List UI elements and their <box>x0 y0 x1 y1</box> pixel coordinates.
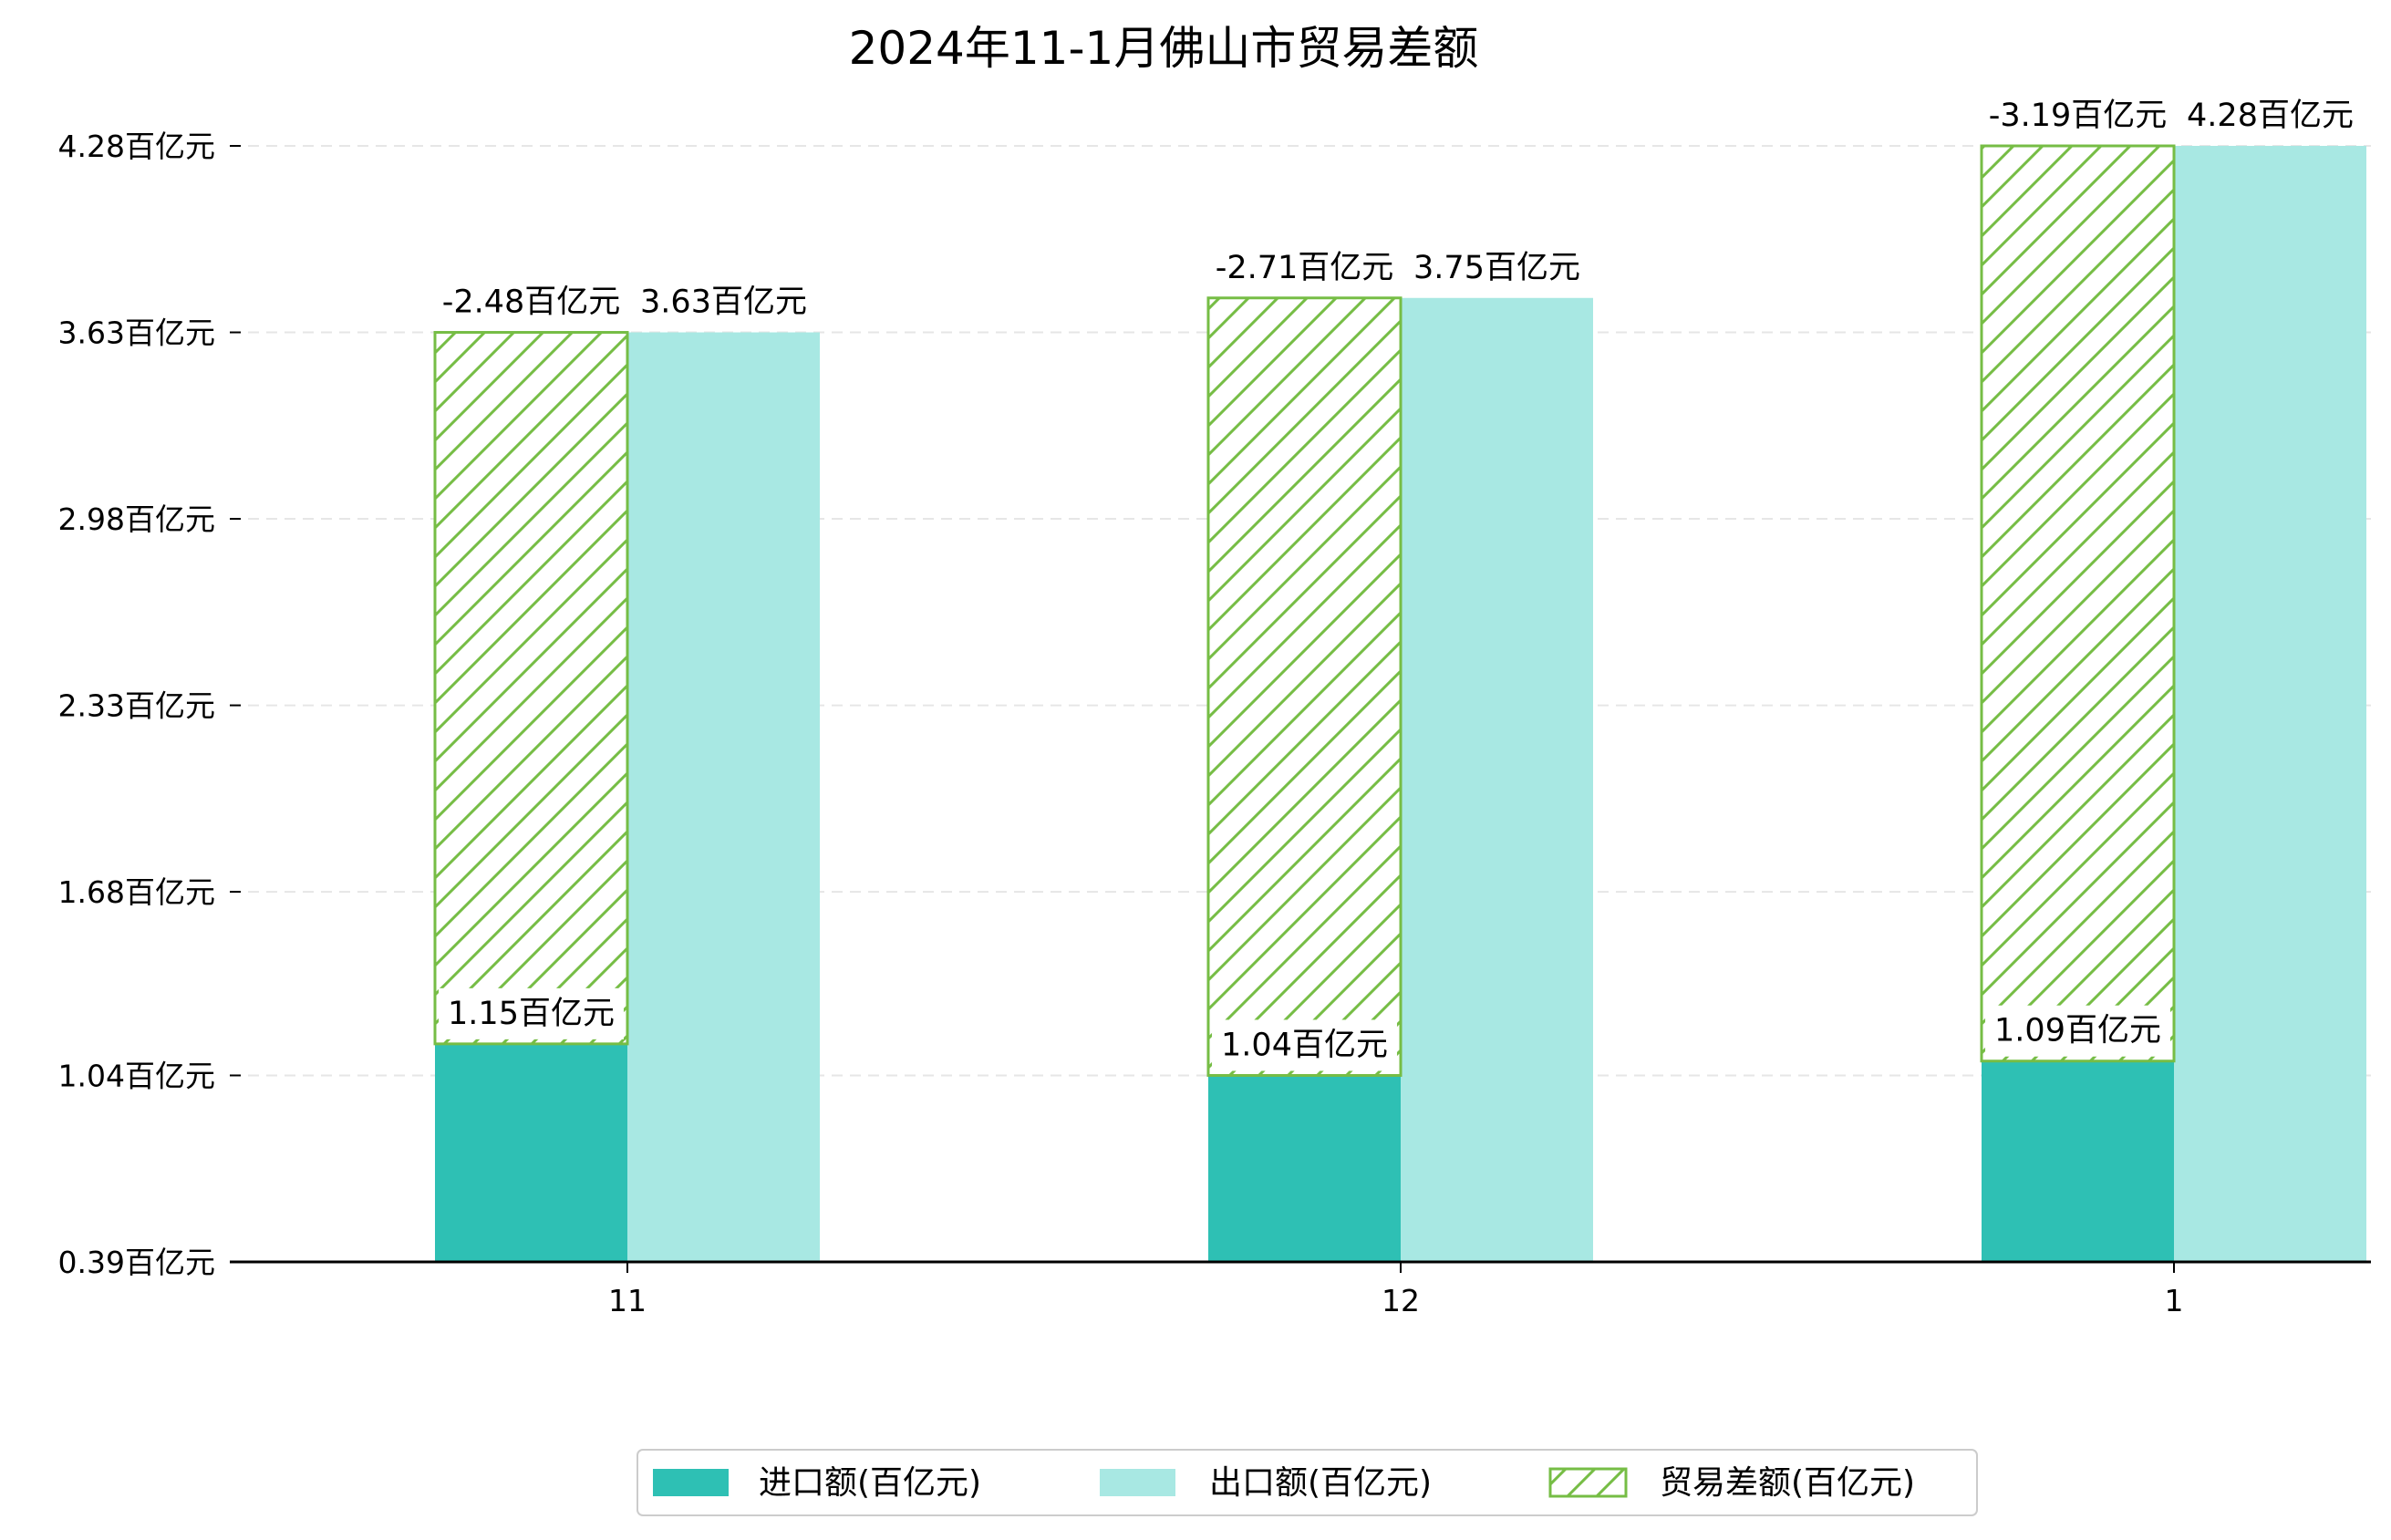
import-data-label: 1.04百亿元 <box>1221 1027 1388 1063</box>
x-tick-label: 12 <box>1382 1283 1420 1318</box>
import-bar <box>1208 1075 1401 1262</box>
y-tick-label: 4.28百亿元 <box>58 129 215 164</box>
y-tick-label: 3.63百亿元 <box>58 315 215 351</box>
import-bar <box>1982 1060 2174 1262</box>
legend-swatch <box>653 1469 729 1496</box>
y-tick-label: 2.33百亿元 <box>58 688 215 724</box>
balance-data-label: -2.48百亿元 <box>442 284 621 321</box>
balance-data-label-box <box>1206 242 1403 294</box>
import-data-label-box <box>439 987 624 1039</box>
import-bar <box>435 1043 627 1262</box>
balance-data-label-box <box>1979 90 2177 141</box>
chart-title: 2024年11-1月佛山市贸易差额 <box>849 22 1479 75</box>
import-data-label-box <box>1212 1019 1397 1071</box>
y-tick-label: 2.98百亿元 <box>58 501 215 537</box>
balance-data-label-box <box>432 276 630 328</box>
legend: 进口额(百亿元) 出口额(百亿元) 贸易差额(百亿元) <box>637 1449 1978 1516</box>
export-data-label: 3.75百亿元 <box>1413 250 1580 286</box>
y-axis: 0.39百亿元 1.04百亿元 1.68百亿元 2.33百亿元 2.98百亿元 3.63百… <box>58 129 241 1280</box>
import-data-label: 1.15百亿元 <box>448 996 615 1032</box>
bars <box>433 144 2366 1262</box>
legend-frame <box>637 1449 1978 1516</box>
x-tick-label: 11 <box>608 1283 647 1318</box>
export-data-label-box <box>1404 242 1589 294</box>
export-data-label-box <box>631 276 816 328</box>
legend-swatch <box>1548 1467 1628 1498</box>
balance-bar <box>433 331 629 1046</box>
export-bar <box>627 332 820 1262</box>
import-data-label: 1.09百亿元 <box>1994 1013 2161 1049</box>
export-data-label: 4.28百亿元 <box>2187 98 2354 134</box>
y-tick-label: 1.68百亿元 <box>58 874 215 910</box>
y-tick-label: 1.04百亿元 <box>58 1058 215 1093</box>
x-tick-label: 1 <box>2165 1283 2184 1318</box>
export-bar <box>2174 146 2366 1262</box>
export-bar <box>1401 297 1593 1262</box>
x-axis: 11 12 1 <box>230 1260 2371 1318</box>
balance-data-label: -2.71百亿元 <box>1216 250 1394 286</box>
import-data-label-box <box>1985 1005 2170 1057</box>
legend-label: 贸易差额(百亿元) <box>1660 1464 1915 1502</box>
y-tick-label: 0.39百亿元 <box>58 1245 215 1280</box>
data-labels: 1.15百亿元 -2.48百亿元 3.63百亿元 1.04百亿元 -2.71百亿元 3.7… <box>432 90 2363 1071</box>
export-data-label: 3.63百亿元 <box>640 284 807 321</box>
export-data-label-box <box>2178 90 2363 141</box>
balance-data-label: -3.19百亿元 <box>1989 98 2168 134</box>
balance-bar <box>1206 296 1403 1077</box>
balance-bar <box>1980 144 2176 1063</box>
legend-label: 进口额(百亿元) <box>759 1464 981 1502</box>
legend-swatch <box>1100 1469 1175 1496</box>
legend-label: 出口额(百亿元) <box>1209 1464 1432 1502</box>
